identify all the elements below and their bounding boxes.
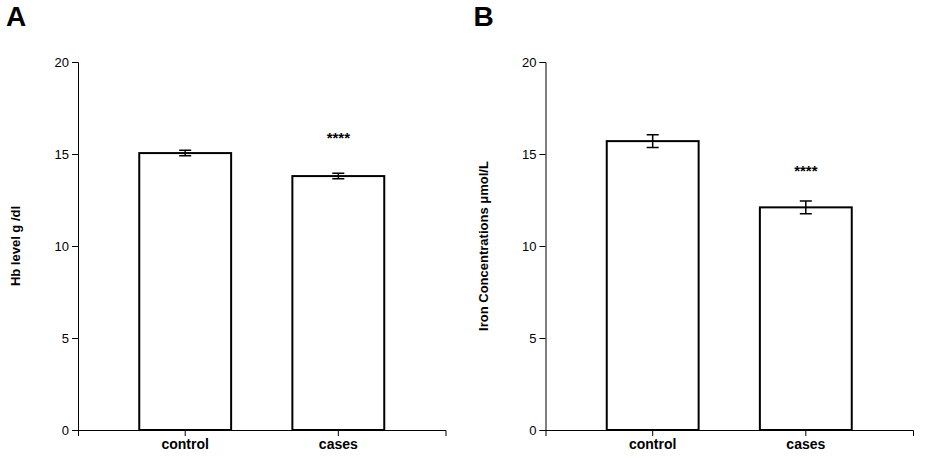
y-tick-mark — [72, 430, 78, 431]
x-axis-line — [79, 431, 447, 437]
y-tick-label: 0 — [62, 423, 69, 438]
x-axis: control cases — [546, 430, 914, 452]
y-tick: 0 — [62, 423, 78, 438]
annotation: **** — [794, 162, 818, 179]
y-tick-label: 0 — [529, 423, 536, 438]
y-tick-label: 15 — [55, 147, 69, 162]
y-tick-label: 5 — [62, 331, 69, 346]
bar — [760, 207, 852, 430]
y-tick-mark — [72, 246, 78, 247]
y-axis: 0 5 10 15 20 — [522, 55, 546, 438]
y-tick-label: 10 — [55, 239, 69, 254]
y-tick: 20 — [55, 55, 78, 70]
y-tick-label: 20 — [55, 55, 69, 70]
y-tick: 0 — [529, 423, 545, 438]
plot-area — [139, 150, 384, 430]
panel: 0 5 10 15 20 control cases Hb level g /dl **** A — [6, 1, 446, 452]
y-tick: 10 — [522, 239, 545, 254]
x-tick: control — [161, 430, 208, 452]
x-axis-line — [546, 431, 914, 437]
y-axis-line — [540, 63, 547, 431]
annotation: **** — [327, 129, 351, 146]
y-tick: 15 — [55, 147, 78, 162]
x-tick-label: control — [629, 436, 676, 452]
y-tick-mark — [540, 154, 546, 155]
panel-title: B — [474, 1, 494, 32]
error-bar — [179, 150, 191, 156]
bar — [139, 153, 231, 430]
y-axis-line — [72, 63, 79, 431]
plot-area — [607, 135, 852, 430]
y-tick-label: 10 — [522, 239, 536, 254]
y-tick: 5 — [62, 331, 78, 346]
x-tick-label: cases — [786, 436, 825, 452]
x-tick-label: cases — [319, 436, 358, 452]
y-axis-title: Iron Concentrations μmol/L — [476, 161, 491, 331]
y-tick: 5 — [529, 331, 545, 346]
y-axis: 0 5 10 15 20 — [55, 55, 79, 438]
y-tick-mark — [540, 338, 546, 339]
chart-svg: 05101520controlcasesHb level g /dl****A0… — [0, 0, 935, 475]
y-tick-label: 15 — [522, 147, 536, 162]
y-tick: 15 — [522, 147, 545, 162]
y-tick-mark — [72, 62, 78, 63]
y-tick-mark — [540, 430, 546, 431]
y-tick-mark — [72, 338, 78, 339]
x-tick: cases — [319, 430, 358, 452]
x-axis: control cases — [79, 430, 447, 452]
error-bar — [647, 135, 659, 148]
panel-title: A — [6, 1, 26, 32]
y-axis-title: Hb level g /dl — [8, 206, 23, 286]
y-tick: 10 — [55, 239, 78, 254]
y-tick-label: 20 — [522, 55, 536, 70]
y-tick-mark — [540, 246, 546, 247]
bar — [292, 176, 384, 430]
x-tick-label: control — [161, 436, 208, 452]
error-bar — [800, 201, 812, 214]
y-tick-mark — [540, 62, 546, 63]
y-tick-label: 5 — [529, 331, 536, 346]
y-tick-mark — [72, 154, 78, 155]
x-tick: control — [629, 430, 676, 452]
panel: 0 5 10 15 20 control cases Iron Concentrations … — [474, 1, 914, 452]
y-tick: 20 — [522, 55, 545, 70]
bar — [607, 141, 699, 430]
error-bar — [332, 173, 344, 179]
x-tick: cases — [786, 430, 825, 452]
